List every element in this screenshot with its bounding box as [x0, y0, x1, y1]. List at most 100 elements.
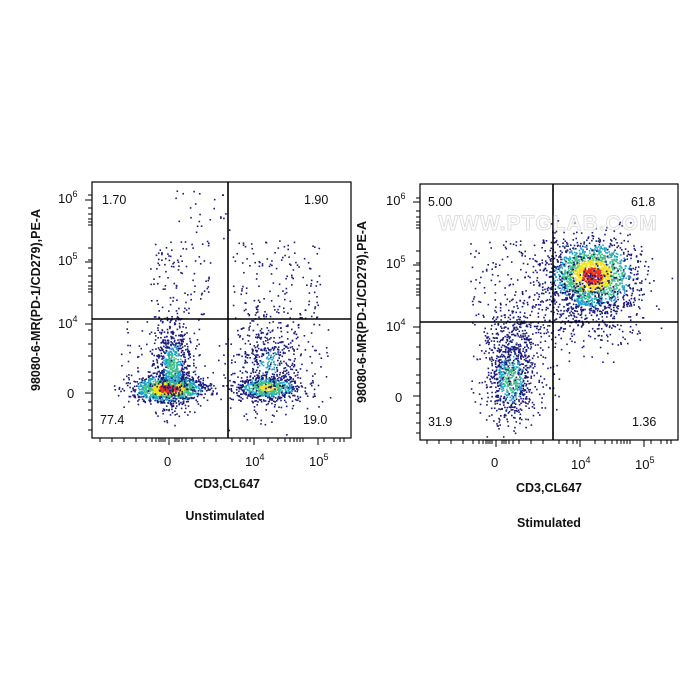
event-dot	[266, 337, 268, 339]
event-dot	[180, 351, 183, 354]
event-dot	[289, 300, 292, 303]
event-dot	[280, 377, 282, 379]
event-dot	[292, 365, 295, 368]
event-dot	[130, 390, 133, 393]
event-dot	[149, 394, 152, 397]
event-dot	[270, 379, 272, 381]
event-dot	[157, 395, 159, 398]
event-dot	[184, 359, 187, 361]
event-dot	[252, 371, 255, 374]
event-dot	[224, 362, 226, 365]
event-dot	[291, 368, 294, 371]
event-dot	[588, 294, 591, 296]
event-dot	[173, 387, 175, 389]
event-dot	[283, 377, 285, 379]
event-dot	[258, 390, 260, 393]
event-dot	[279, 240, 281, 242]
event-dot	[603, 261, 606, 263]
event-dot	[138, 345, 141, 347]
event-dot	[240, 393, 242, 395]
event-dot	[587, 259, 590, 262]
event-dot	[275, 390, 277, 392]
event-dot	[170, 358, 172, 361]
event-dot	[600, 276, 602, 279]
event-dot	[154, 384, 156, 386]
event-dot	[291, 390, 294, 392]
event-dot	[171, 331, 174, 334]
event-dot	[253, 345, 256, 347]
event-dot	[609, 325, 611, 327]
event-dot	[139, 388, 142, 391]
event-dot	[186, 348, 189, 350]
event-dot	[271, 421, 273, 423]
event-dot	[277, 326, 279, 329]
event-dot	[613, 284, 616, 287]
event-dot	[316, 301, 318, 304]
event-dot	[584, 259, 587, 262]
event-dot	[290, 378, 292, 380]
event-dot	[196, 339, 199, 341]
event-dot	[284, 298, 286, 301]
event-dot	[241, 372, 244, 374]
event-dot	[166, 379, 168, 382]
event-dot	[562, 312, 565, 315]
event-dot	[280, 259, 283, 261]
event-dot	[601, 262, 604, 264]
event-dot	[199, 389, 201, 391]
event-dot	[585, 265, 587, 268]
event-dot	[153, 389, 155, 391]
event-dot	[216, 392, 218, 394]
event-dot	[168, 347, 171, 349]
event-dot	[190, 341, 192, 344]
event-dot	[584, 266, 587, 269]
event-dot	[284, 352, 286, 354]
event-dot	[183, 371, 185, 374]
event-dot	[257, 379, 260, 381]
event-dot	[196, 385, 198, 388]
event-dot	[178, 397, 181, 399]
event-dot	[167, 370, 169, 373]
event-dot	[170, 375, 172, 378]
event-dot	[175, 352, 178, 354]
event-dot	[270, 361, 272, 364]
event-dot	[286, 331, 289, 333]
event-dot	[171, 395, 173, 397]
event-dot	[173, 366, 175, 368]
event-dot	[267, 341, 269, 344]
event-dot	[572, 286, 574, 289]
event-dot	[137, 367, 139, 369]
event-dot	[160, 401, 163, 404]
event-dot	[314, 306, 317, 308]
event-dot	[155, 348, 157, 350]
event-dot	[245, 287, 248, 289]
event-dot	[134, 395, 136, 398]
event-dot	[196, 345, 198, 347]
event-dot	[598, 257, 600, 260]
event-dot	[559, 281, 562, 284]
event-dot	[276, 373, 278, 376]
event-dot	[272, 379, 275, 381]
event-dot	[193, 364, 195, 367]
event-dot	[200, 383, 203, 386]
event-dot	[173, 357, 175, 359]
event-dot	[183, 334, 185, 337]
event-dot	[277, 397, 279, 400]
event-dot	[623, 304, 625, 307]
event-dot	[576, 231, 578, 234]
event-dot	[161, 385, 163, 388]
event-dot	[244, 388, 247, 390]
event-dot	[151, 348, 154, 351]
event-dot	[572, 239, 575, 241]
event-dot	[154, 372, 156, 374]
event-dot	[182, 323, 185, 325]
event-dot	[265, 387, 267, 390]
event-dot	[152, 372, 155, 375]
event-dot	[627, 253, 630, 256]
event-dot	[182, 375, 184, 377]
event-dot	[278, 283, 281, 286]
event-dot	[152, 360, 155, 362]
event-dot	[157, 357, 160, 359]
event-dot	[118, 388, 121, 390]
event-dot	[566, 241, 568, 244]
event-dot	[309, 268, 312, 270]
